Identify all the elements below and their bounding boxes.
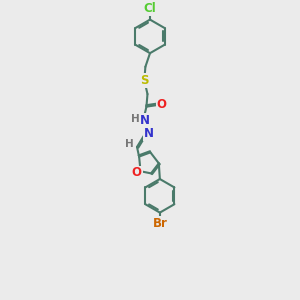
- Text: H: H: [125, 140, 134, 149]
- Text: Br: Br: [152, 217, 167, 230]
- Text: S: S: [140, 74, 148, 87]
- Text: N: N: [140, 114, 150, 127]
- Text: Cl: Cl: [144, 2, 156, 15]
- Text: H: H: [131, 115, 140, 124]
- Text: O: O: [132, 167, 142, 179]
- Text: O: O: [157, 98, 166, 112]
- Text: N: N: [144, 127, 154, 140]
